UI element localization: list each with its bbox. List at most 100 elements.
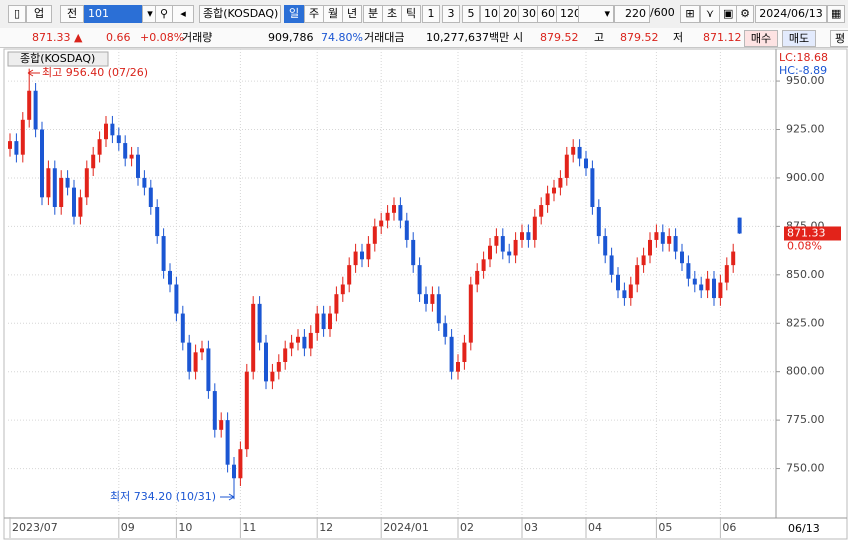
candle-body [686,263,691,279]
candle-body [731,251,736,266]
avg-button[interactable]: 평 [830,30,848,47]
candle-body [212,391,217,430]
candle-body [78,197,83,217]
x-tick-label: 2023/07 [12,521,58,534]
candle-body [123,143,128,159]
settings-icon[interactable]: ⚙ [736,5,754,23]
candle-body [545,193,550,206]
candle-body [244,371,249,450]
interval[interactable]: 20 [499,5,519,23]
date-input[interactable]: 2024/06/13 [755,5,827,23]
candle-body [628,284,633,299]
candle-body [328,313,332,330]
candle-body [680,251,684,264]
save-icon[interactable]: ▣ [719,5,737,23]
interval[interactable]: 120 [556,5,581,23]
candle-body [724,265,729,283]
calendar-icon[interactable]: ▦ [827,5,845,23]
candle-body [33,90,38,130]
amount: 10,277,637백만 [426,31,510,44]
x-tick-label: 12 [319,521,333,534]
interval[interactable]: 5 [462,5,480,23]
interval[interactable]: 3 [442,5,460,23]
interval-dropdown[interactable]: ▾ [578,5,614,23]
lc-label: LC:18.68 [779,51,828,64]
candle-body [424,294,428,304]
x-tick-label: 04 [588,521,602,534]
candle-body [65,177,70,188]
last-price-label: 871.33 [787,226,826,239]
candle-body [142,177,147,188]
y-tick-label: 950.00 [786,74,825,87]
volume: 909,786 [268,31,314,44]
candle-body [468,284,473,343]
candle-body [219,420,224,430]
candle-body [379,220,384,227]
candle-body [488,245,492,260]
candle-body [507,251,512,256]
candle-body [347,265,352,285]
candle-body [392,205,396,213]
count-max: /600 [650,6,675,19]
candle-body [321,313,326,330]
tool-icon[interactable]: ⊞ [680,5,700,23]
candle-body [481,259,486,271]
x-tick-label: 06 [722,521,736,534]
candle-body [667,236,672,244]
candle-body [276,362,281,372]
period-second[interactable]: 초 [382,5,402,23]
candle-body [110,123,115,136]
candle-body [648,239,652,256]
market-button[interactable]: 업 [26,5,52,23]
candle-body [532,216,537,240]
candle-body [315,313,320,333]
candle-body [72,187,76,217]
candle-body [417,265,422,295]
code-input[interactable]: 101 [84,5,142,23]
candle-body [84,168,89,198]
all-button[interactable]: 전 [60,5,84,23]
candle-body [462,342,467,362]
count-input[interactable]: 220 [614,5,650,23]
candle-body [20,119,25,155]
interval[interactable]: 60 [537,5,557,23]
candle-body [353,251,358,266]
period-year[interactable]: 년 [342,5,362,23]
y-tick-label: 900.00 [786,171,825,184]
candle-body [513,239,518,256]
x-tick-label: 03 [524,521,538,534]
candle-body [411,239,416,266]
y-tick-label: 800.00 [786,365,825,378]
candle-body [238,449,243,479]
interval[interactable]: 1 [422,5,440,23]
last-price-box [784,226,841,241]
candle-body [8,141,12,149]
candle-body [552,187,556,194]
candle-body [635,265,640,285]
candle-body [616,274,620,291]
volume-ratio: 74.80% [321,31,363,44]
candle-body [712,278,716,299]
candle-body [174,284,179,314]
candle-body [302,336,307,349]
interval[interactable]: 30 [518,5,538,23]
candle-body [571,146,576,155]
buy-button[interactable]: 매수 [744,30,778,47]
menu-icon[interactable]: ▯ [8,5,26,23]
candle-body [564,154,569,178]
period-month[interactable]: 월 [323,5,343,23]
period-tick[interactable]: 틱 [401,5,421,23]
candle-body [500,236,505,252]
candle-body [270,371,275,382]
candle-body [59,177,64,207]
candle-body [596,207,601,237]
candle-body [705,278,710,291]
low-value: 871.12 [703,31,742,44]
x-tick-label: 09 [121,521,135,534]
cursor-date: 06/13 [788,522,820,535]
period-day[interactable]: 일 [284,5,304,23]
sound-button[interactable]: ◂ [172,5,194,23]
candle-body [334,294,339,314]
sell-button[interactable]: 매도 [782,30,816,47]
